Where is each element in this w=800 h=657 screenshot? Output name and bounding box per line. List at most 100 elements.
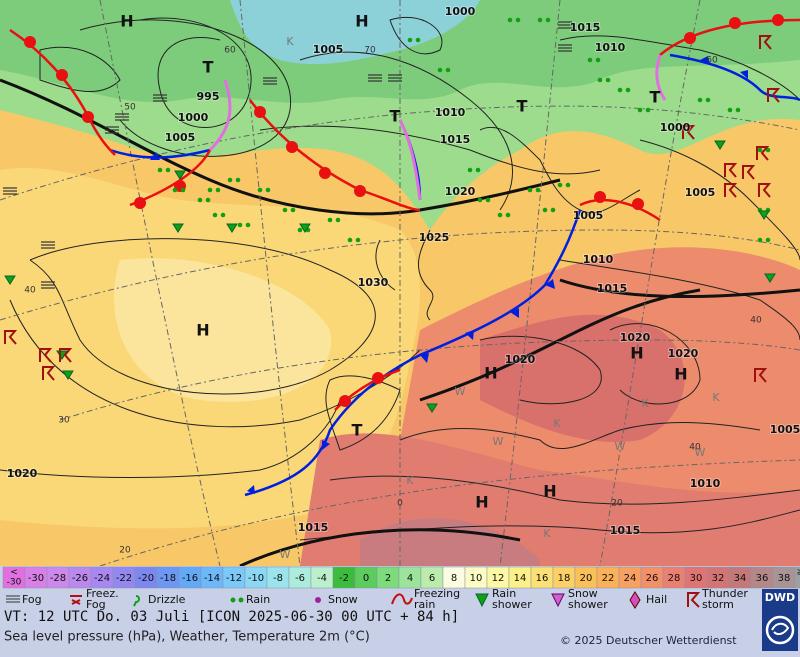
rain-symbol <box>408 38 413 43</box>
scale-label: 36 <box>756 573 769 584</box>
rain-symbol <box>328 218 333 223</box>
scale-label: 34 <box>734 573 747 584</box>
minor-system: K <box>286 35 294 48</box>
rain-symbol <box>596 58 601 63</box>
legend-icon <box>231 598 236 603</box>
isobar-label: 1005 <box>165 131 196 144</box>
rain-symbol <box>606 78 611 83</box>
isobar-label: 1020 <box>668 347 699 360</box>
pressure-system: H <box>674 365 687 384</box>
scale-label: -12 <box>226 573 242 584</box>
scale-label: -26 <box>72 573 88 584</box>
pressure-system: H <box>484 364 497 383</box>
rain-symbol <box>298 228 303 233</box>
rain-symbol <box>766 238 771 243</box>
isobar-label: 1015 <box>570 21 601 34</box>
rain-symbol <box>258 188 263 193</box>
map-description: Sea level pressure (hPa), Weather, Tempe… <box>4 630 370 645</box>
latitude-label: 50 <box>124 103 136 113</box>
isobar-label: 1015 <box>610 524 641 537</box>
pressure-system: H <box>120 12 133 31</box>
latitude-label: 20 <box>611 499 623 509</box>
scale-label: 6 <box>429 573 435 584</box>
scale-label: 14 <box>514 573 527 584</box>
minor-system: K <box>406 474 414 487</box>
isobar-label: 1005 <box>313 43 344 56</box>
scale-label: -16 <box>182 573 198 584</box>
rain-symbol <box>166 168 171 173</box>
scale-label: ≥40 <box>797 568 800 578</box>
scale-label: -22 <box>116 573 132 584</box>
rain-symbol <box>706 98 711 103</box>
scale-label: < <box>10 568 18 578</box>
valid-time: VT: 12 UTC Do. 03 Juli [ICON 2025-06-30 … <box>4 609 459 625</box>
rain-symbol <box>468 168 473 173</box>
isobar-label: 1010 <box>583 253 614 266</box>
rain-symbol <box>438 68 443 73</box>
rain-symbol <box>348 238 353 243</box>
rain-symbol <box>536 188 541 193</box>
isobar-label: 1010 <box>435 106 466 119</box>
rain-symbol <box>566 183 571 188</box>
rain-symbol <box>213 213 218 218</box>
pressure-system: H <box>355 12 368 31</box>
rain-symbol <box>508 18 513 23</box>
latitude-label: 40 <box>24 286 36 296</box>
scale-label: -30 <box>28 573 44 584</box>
dwd-logo: DWD <box>762 589 798 651</box>
scale-label: 4 <box>407 573 413 584</box>
scale-label: 28 <box>668 573 681 584</box>
legend-label: Drizzle <box>148 593 186 606</box>
scale-label: 26 <box>646 573 659 584</box>
pressure-system: H <box>630 344 643 363</box>
pressure-system: T <box>352 421 363 440</box>
scale-label: 30 <box>690 573 703 584</box>
rain-symbol <box>698 98 703 103</box>
scale-label: -24 <box>94 573 110 584</box>
isobar-label: 1030 <box>358 276 389 289</box>
rain-symbol <box>336 218 341 223</box>
isobar-label: 1005 <box>573 209 604 222</box>
rain-symbol <box>558 183 563 188</box>
rain-symbol <box>173 188 178 193</box>
rain-symbol <box>516 18 521 23</box>
rain-symbol <box>283 208 288 213</box>
minor-system: K <box>712 391 720 404</box>
rain-symbol <box>618 88 623 93</box>
legend-label: Snow <box>328 593 358 606</box>
rain-symbol <box>206 198 211 203</box>
rain-symbol <box>588 58 593 63</box>
scale-label: 18 <box>558 573 571 584</box>
rain-symbol <box>476 168 481 173</box>
minor-system: K <box>641 397 649 410</box>
isobar-label: 1025 <box>419 231 450 244</box>
latitude-label: 40 <box>689 443 701 453</box>
rain-symbol <box>478 198 483 203</box>
color-scale: <-30-30-28-26-24-22-20-18-16-14-12-10-8-… <box>3 567 800 588</box>
scale-label: 8 <box>451 573 457 584</box>
minor-system: W <box>280 548 291 561</box>
scale-label: -30 <box>7 578 22 588</box>
scale-label: -10 <box>248 573 264 584</box>
latitude-label: 40 <box>750 316 762 326</box>
scale-label: -6 <box>295 573 305 584</box>
rain-symbol <box>208 188 213 193</box>
rain-symbol <box>546 18 551 23</box>
rain-symbol <box>356 238 361 243</box>
isobar-label: 1000 <box>178 111 209 124</box>
pressure-system: T <box>390 107 401 126</box>
scale-label: -14 <box>204 573 220 584</box>
latitude-label: 30 <box>58 416 70 426</box>
rain-symbol <box>221 213 226 218</box>
rain-symbol <box>538 18 543 23</box>
copyright: © 2025 Deutscher Wetterdienst <box>560 634 737 647</box>
isobar-label: 1015 <box>298 521 329 534</box>
pressure-system: T <box>650 88 661 107</box>
scale-label: -2 <box>339 573 349 584</box>
pressure-system: H <box>475 493 488 512</box>
legend-label: shower <box>492 598 532 611</box>
scale-label: 20 <box>580 573 593 584</box>
pressure-system: T <box>517 97 528 116</box>
isobar-label: 1010 <box>595 41 626 54</box>
rain-symbol <box>646 108 651 113</box>
